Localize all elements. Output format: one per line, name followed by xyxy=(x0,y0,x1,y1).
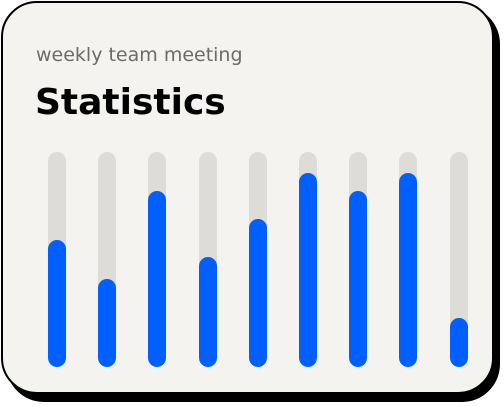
bar-fill-4 xyxy=(199,257,217,367)
bar-track-7 xyxy=(349,152,367,367)
bar-track-4 xyxy=(199,152,217,367)
bar-track-5 xyxy=(249,152,267,367)
bar-fill-7 xyxy=(349,191,367,367)
bar-fill-3 xyxy=(148,191,166,367)
bar-fill-5 xyxy=(249,219,267,367)
bar-fill-2 xyxy=(98,279,116,367)
bar-fill-9 xyxy=(450,318,468,367)
bar-track-6 xyxy=(299,152,317,367)
bar-track-3 xyxy=(148,152,166,367)
bar-track-2 xyxy=(98,152,116,367)
bar-fill-6 xyxy=(299,173,317,367)
bar-track-8 xyxy=(399,152,417,367)
bar-track-1 xyxy=(48,152,66,367)
bar-track-9 xyxy=(450,152,468,367)
bar-fill-1 xyxy=(48,240,66,367)
bar-fill-8 xyxy=(399,173,417,367)
